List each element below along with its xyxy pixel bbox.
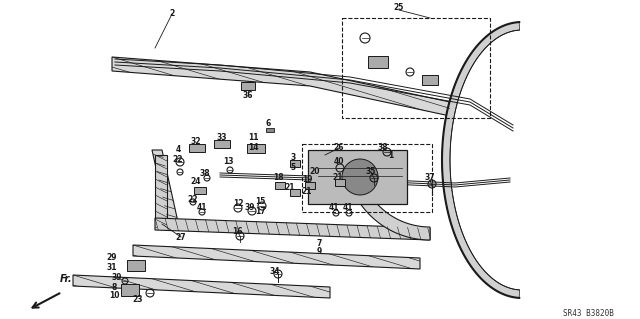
Polygon shape [133,245,420,269]
Text: 39: 39 [244,203,255,211]
Text: 34: 34 [269,266,280,276]
FancyBboxPatch shape [214,140,230,148]
FancyBboxPatch shape [290,160,300,167]
FancyBboxPatch shape [241,82,255,90]
Text: 37: 37 [425,174,435,182]
FancyBboxPatch shape [194,187,206,194]
FancyBboxPatch shape [335,179,345,186]
Text: 7: 7 [316,239,322,248]
Polygon shape [112,57,450,116]
Bar [342,18,490,118]
FancyBboxPatch shape [127,260,145,271]
FancyBboxPatch shape [422,75,438,85]
Circle shape [342,159,378,195]
Text: 2: 2 [170,10,175,19]
Text: 20: 20 [310,167,320,176]
Text: 1: 1 [388,152,394,160]
Polygon shape [73,275,330,298]
Bar [266,128,274,132]
Text: 21: 21 [285,182,295,191]
Text: 11: 11 [248,132,259,142]
Text: 29: 29 [107,254,117,263]
Text: 33: 33 [217,133,227,143]
Text: 9: 9 [316,248,322,256]
FancyBboxPatch shape [275,182,285,189]
FancyBboxPatch shape [247,144,265,153]
Text: 22: 22 [188,195,198,204]
Text: 41: 41 [343,204,353,212]
FancyBboxPatch shape [368,56,388,68]
Text: 32: 32 [191,137,201,146]
Text: 38: 38 [200,168,211,177]
Text: 4: 4 [175,145,180,153]
Text: 21: 21 [301,188,312,197]
Text: 23: 23 [132,294,143,303]
Text: 41: 41 [196,204,207,212]
FancyBboxPatch shape [121,284,139,296]
Bar [302,144,432,212]
Text: 36: 36 [243,91,253,100]
Text: 5: 5 [291,162,296,172]
Text: 19: 19 [301,175,312,184]
Text: 22: 22 [173,154,183,164]
Text: 16: 16 [232,226,243,235]
Text: 12: 12 [233,198,243,207]
FancyBboxPatch shape [290,189,300,196]
FancyBboxPatch shape [308,150,407,204]
Text: 35: 35 [366,167,376,176]
Text: SR43 B3820B: SR43 B3820B [563,308,613,317]
Text: 25: 25 [394,4,404,12]
Text: 27: 27 [176,233,186,241]
Text: 14: 14 [248,143,259,152]
FancyBboxPatch shape [189,144,205,152]
FancyBboxPatch shape [305,182,315,189]
Text: 26: 26 [333,144,344,152]
Polygon shape [155,218,430,240]
Text: 21: 21 [333,174,343,182]
Text: 39: 39 [112,273,122,283]
Text: 31: 31 [107,263,117,271]
Polygon shape [155,155,167,228]
Polygon shape [152,150,178,222]
Text: 15: 15 [255,197,265,206]
Text: Fr.: Fr. [60,274,72,284]
Polygon shape [442,22,520,298]
Text: 10: 10 [109,292,119,300]
Text: 8: 8 [111,283,116,292]
Text: 41: 41 [329,204,339,212]
Polygon shape [345,155,430,240]
Text: 18: 18 [273,174,284,182]
Text: 3: 3 [291,153,296,162]
Text: 17: 17 [255,206,266,216]
Text: 24: 24 [191,177,201,187]
Text: 6: 6 [266,120,271,129]
Text: 13: 13 [223,158,233,167]
Text: 40: 40 [333,157,344,166]
Text: 38: 38 [378,143,388,152]
